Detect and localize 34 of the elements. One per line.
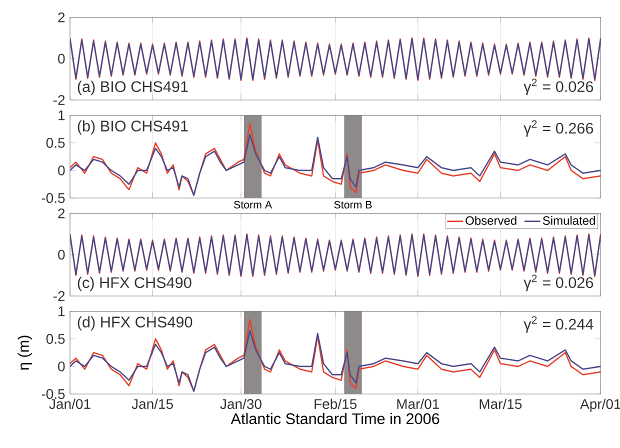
y-tick-label: 2 [58,12,65,22]
y-tick-label: 1 [58,110,65,120]
annotation: γ$^{2}$ = 0.026 [524,274,594,292]
y-tick-label: 0 [58,54,65,64]
annotation: (c) HFX CHS490 [78,276,192,292]
annotation: γ$^{2}$ = 0.244 [524,316,594,333]
x-axis-title: Atlantic Standard Time in 2006 [230,412,440,424]
annotation: (a) BIO CHS491 [78,80,188,96]
y-tick-label: 0.5 [46,334,65,344]
band-label: Storm B [334,200,372,208]
y-tick-label: 0.5 [46,138,65,148]
annotation: γ$^{2}$ = 0.266 [524,120,594,137]
x-tick-label: Mar/01 [397,398,439,409]
legend-label: Simulated [542,216,595,225]
x-tick-label: Jan/01 [49,398,90,409]
annotation: γ$^{2}$ = 0.026 [524,78,594,96]
y-tick-label: -0.5 [42,389,65,399]
annotation: (b) BIO CHS491 [78,120,188,135]
band-label: Storm A [234,200,272,208]
x-tick-label: Jan/15 [132,398,173,409]
legend-label: Observed [466,216,516,225]
y-tick-label: 0 [58,250,65,260]
y-axis-title: η (m) [18,336,32,370]
x-tick-label: Jan/30 [220,398,262,409]
y-tick-label: 0 [58,361,65,372]
y-tick-label: -2 [53,291,65,301]
y-tick-label: -2 [53,95,65,105]
y-tick-label: 1 [58,306,65,316]
x-tick-label: Mar/15 [480,398,522,409]
x-tick-label: Feb/15 [314,398,357,409]
annotation: (d) HFX CHS490 [78,316,192,331]
y-tick-label: -0.5 [42,193,65,203]
y-tick-label: 0 [58,165,65,176]
y-tick-label: 2 [58,208,65,218]
